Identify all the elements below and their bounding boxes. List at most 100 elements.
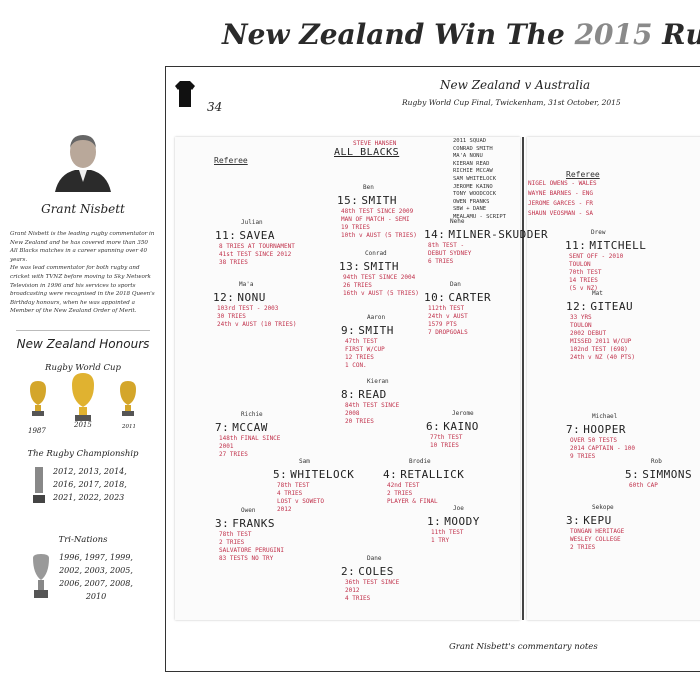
player-number: 12: (213, 291, 235, 304)
player-number: 6: (426, 420, 441, 433)
player-first-name: Nehe (450, 218, 465, 225)
player-number: 12: (566, 300, 588, 313)
bio: He was lead commentator for both rugby a… (10, 265, 155, 315)
player-note: (5 v NZ) (569, 285, 598, 292)
player-note: 77th TEST (430, 434, 463, 441)
player-name: GITEAU (590, 300, 634, 313)
player-note: 2008 (345, 410, 360, 417)
player-entry: 4: RETALLICK (383, 468, 464, 481)
player-entry: 7: HOOPER (566, 423, 626, 436)
player-note: 78th TEST (219, 531, 252, 538)
player-note: 2012 (277, 506, 292, 513)
player-number: 2: (341, 565, 356, 578)
player-note: 70th TEST (569, 269, 602, 276)
honour-title: Rugby World Cup (45, 362, 121, 373)
player-note: SENT OFF - 2010 (569, 253, 624, 260)
player-first-name: Kieran (367, 378, 389, 385)
player-note: 48th TEST SINCE 2009 (341, 208, 414, 215)
player-first-name: Sekope (592, 504, 614, 511)
player-note: 2 TRIES (570, 544, 596, 551)
squad-note: KIERAN READ (453, 160, 490, 167)
player-entry: 13: SMITH (339, 260, 399, 273)
player-entry: 15: SMITH (337, 194, 397, 207)
title-text: New Zealand Win The (222, 18, 575, 51)
squad-note: RICHIE MCCAW (453, 168, 493, 175)
player-note: 10th v AUST (5 TRIES) (341, 232, 417, 239)
player-note: 30 TRIES (217, 313, 246, 320)
player-first-name: Rob (651, 458, 662, 465)
player-note: 1579 PTS (428, 321, 457, 328)
player-first-name: Dane (367, 555, 382, 562)
honour-title: Tri-Nations (58, 534, 108, 545)
player-note: 26 TRIES (343, 282, 372, 289)
player-entry: 3: KEPU (566, 514, 612, 527)
player-first-name: Brodie (409, 458, 431, 465)
squad-note: SBW + DANE (453, 206, 487, 213)
player-note: 19 TRIES (341, 224, 370, 231)
player-entry: 12: GITEAU (566, 300, 633, 313)
notes-sheet (175, 137, 520, 620)
player-note: SALVATORE PERUGINI (219, 547, 285, 554)
team-name: ALL BLACKS (334, 147, 400, 158)
player-first-name: Conrad (365, 250, 387, 257)
player-note: MAN OF MATCH - SEMI (341, 216, 410, 223)
honour-years: 1996, 1997, 1999, 2002, 2003, 2005, 2006… (59, 552, 133, 601)
player-note: 94th TEST SINCE 2004 (343, 274, 416, 281)
squad-note: MEALAMU - SCRIPT (453, 214, 506, 220)
player-entry: 8: READ (341, 388, 387, 401)
player-note: 8th TEST - (428, 242, 465, 249)
player-number: 4: (383, 468, 398, 481)
referee-label: Referee (214, 156, 248, 165)
player-name: MITCHELL (589, 239, 647, 252)
player-entry: 9: SMITH (341, 324, 394, 337)
match-number: 34 (207, 100, 223, 114)
squad-note: MA'A NONU (453, 153, 483, 160)
player-name: FRANKS (232, 517, 275, 530)
player-name: SMITH (358, 324, 394, 337)
player-number: 9: (341, 324, 356, 337)
squad-note: CONRAD SMITH (453, 145, 493, 152)
player-name: SIMMONS (642, 468, 693, 481)
player-note: 1 TRY (431, 537, 450, 544)
player-note: 11th TEST (431, 529, 464, 536)
player-entry: 3: FRANKS (215, 517, 275, 530)
player-entry: 14: MILNER-SKUDDER (424, 228, 548, 241)
player-note: 36th TEST SINCE (345, 579, 400, 586)
squad-note: JEROME KAINO (453, 183, 493, 190)
player-note: TOULON (569, 261, 591, 268)
official: SHAUN VEOSMAN - SA (528, 210, 594, 217)
player-entry: 11: MITCHELL (565, 239, 646, 252)
player-note: 41st TEST SINCE 2012 (219, 251, 292, 258)
player-note: 24th v NZ (40 PTS) (570, 354, 636, 361)
player-name: SMITH (361, 194, 397, 207)
title-text: Rugby World Cup (662, 18, 700, 51)
player-note: 12 TRIES (345, 354, 374, 361)
player-first-name: Ben (363, 184, 374, 191)
player-note: 2001 (219, 443, 234, 450)
player-note: 8 TRIES AT TOURNAMENT (219, 243, 295, 250)
trophy-icon (33, 466, 45, 503)
player-name: SAVEA (239, 229, 275, 242)
referee-label: Referee (566, 170, 600, 179)
player-number: 10: (424, 291, 446, 304)
player-note: 47th TEST (345, 338, 378, 345)
player-first-name: Owen (241, 507, 256, 514)
player-note: 24th v AUST (428, 313, 468, 320)
trophies (30, 372, 136, 421)
player-first-name: Drew (591, 229, 606, 236)
match-subtitle: Rugby World Cup Final, Twickenham, 31st … (402, 98, 621, 107)
player-note: 16th v AUST (5 TRIES) (343, 290, 419, 297)
official: NIGEL OWENS - WALES (528, 180, 597, 187)
player-name: MCCAW (232, 421, 268, 434)
player-note: 24th v AUST (10 TRIES) (217, 321, 297, 328)
squad-note: TONY WOODCOCK (453, 191, 497, 198)
player-number: 5: (625, 468, 640, 481)
trophy-icon (33, 553, 49, 598)
player-note: 148th FINAL SINCE (219, 435, 281, 442)
player-entry: 5: WHITELOCK (273, 468, 354, 481)
player-note: 102nd TEST (698) (570, 346, 628, 353)
jersey-icon (175, 81, 195, 107)
poster-title: New Zealand Win The 2015 Rugby World Cup (222, 18, 700, 51)
player-note: 20 TRIES (345, 418, 374, 425)
